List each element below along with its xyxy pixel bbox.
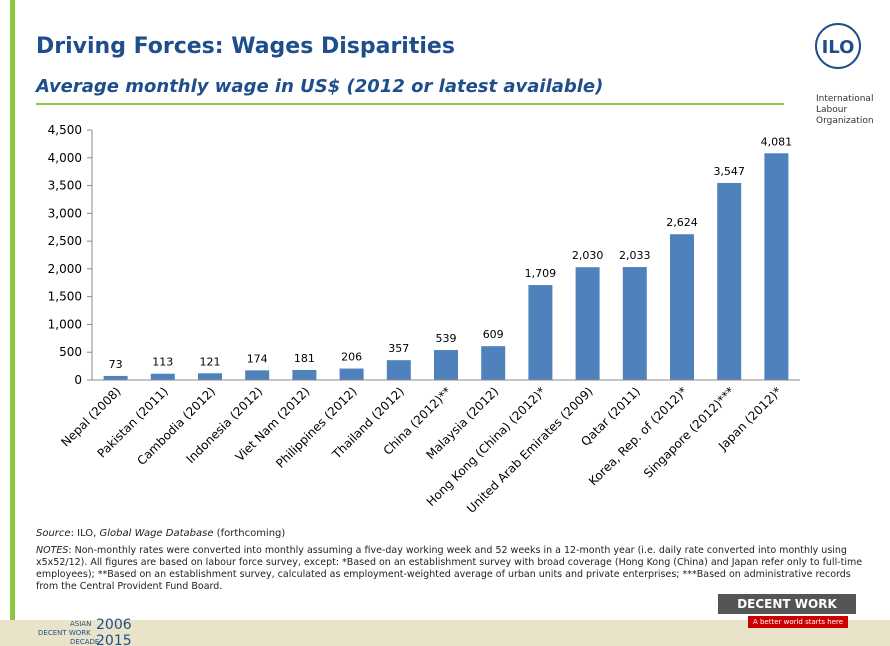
footer-text: DECENT WORK <box>38 629 91 637</box>
bar <box>764 153 788 380</box>
logo: ILO <box>808 22 868 72</box>
notes-text: : Non-monthly rates were converted into … <box>36 545 862 592</box>
x-tick-label: Philippines (2012) <box>273 384 360 471</box>
tagline: A better world starts here <box>748 616 848 628</box>
value-label: 4,081 <box>761 135 793 148</box>
value-label: 206 <box>341 351 362 364</box>
bar <box>340 369 364 380</box>
bar <box>387 360 411 380</box>
y-tick-label: 4,000 <box>48 151 82 165</box>
bar <box>245 370 269 380</box>
value-label: 1,709 <box>525 267 557 280</box>
footer-year: 2015 <box>96 633 132 646</box>
bar <box>717 183 741 380</box>
source-database: Global Wage Database <box>100 528 214 539</box>
y-tick-label: 1,500 <box>48 290 82 304</box>
bar <box>623 267 647 380</box>
footer-year: 2006 <box>96 617 132 633</box>
y-tick-label: 2,000 <box>48 262 82 276</box>
value-label: 539 <box>436 332 457 345</box>
value-label: 3,547 <box>713 165 745 178</box>
subtitle: Average monthly wage in US$ (2012 or lat… <box>36 76 603 97</box>
logo-mark: ILO <box>822 37 855 58</box>
value-label: 609 <box>483 328 504 341</box>
bar <box>198 373 222 380</box>
y-tick-label: 3,500 <box>48 179 82 193</box>
source: Source: ILO, Global Wage Database (forth… <box>36 528 285 539</box>
footer-text: DECADE <box>70 638 99 646</box>
bar <box>104 376 128 380</box>
value-label: 174 <box>247 352 268 365</box>
y-tick-label: 1,000 <box>48 317 82 331</box>
x-tick-label: Singapore (2012)*** <box>641 384 737 480</box>
bar <box>292 370 316 380</box>
footer-text: ASIAN <box>70 620 91 628</box>
chart: 0 500 1,000 1,500 2,000 2,500 3,000 3,500 4,000 4… <box>0 110 890 525</box>
badge: DECENT WORK <box>718 594 856 614</box>
value-label: 2,030 <box>572 249 604 262</box>
y-tick-label: 4,500 <box>48 123 82 137</box>
logo-text: International <box>816 94 873 104</box>
title: Driving Forces: Wages Disparities <box>36 34 455 59</box>
title-rule <box>36 103 784 105</box>
y-tick-label: 500 <box>59 345 82 359</box>
value-label: 2,033 <box>619 249 651 262</box>
y-tick-label: 2,500 <box>48 234 82 248</box>
bar <box>576 267 600 380</box>
value-label: 113 <box>152 356 173 369</box>
bar <box>670 234 694 380</box>
source-text: : ILO, <box>71 528 100 539</box>
x-tick-label: Cambodia (2012) <box>134 384 218 468</box>
y-tick-label: 0 <box>74 373 82 387</box>
value-label: 357 <box>388 342 409 355</box>
source-label: Source <box>36 528 71 539</box>
value-label: 121 <box>200 355 221 368</box>
source-text: (forthcoming) <box>213 528 285 539</box>
value-label: 181 <box>294 352 315 365</box>
bar <box>434 350 458 380</box>
value-label: 2,624 <box>666 216 698 229</box>
value-label: 73 <box>109 358 123 371</box>
slide: Driving Forces: Wages Disparities Averag… <box>0 0 890 646</box>
notes: NOTES: Non-monthly rates were converted … <box>36 545 866 593</box>
y-tick-label: 3,000 <box>48 206 82 220</box>
bar <box>151 374 175 380</box>
bar <box>481 346 505 380</box>
notes-label: NOTES <box>36 545 68 556</box>
bar <box>528 285 552 380</box>
